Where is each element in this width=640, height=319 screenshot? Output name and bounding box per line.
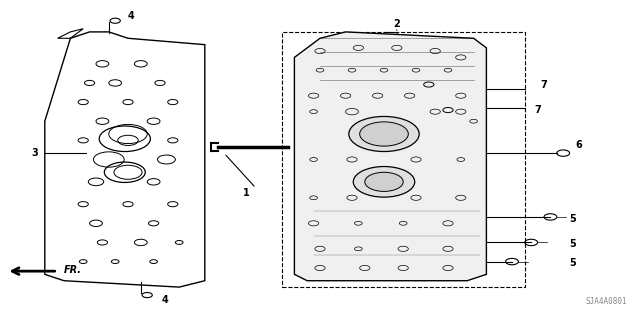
Text: 1: 1 xyxy=(243,188,250,198)
Text: 7: 7 xyxy=(534,105,541,115)
Text: 3: 3 xyxy=(32,148,38,158)
Text: 6: 6 xyxy=(576,140,582,150)
Circle shape xyxy=(349,116,419,152)
Polygon shape xyxy=(294,32,486,281)
Text: 5: 5 xyxy=(570,239,576,249)
Text: 4: 4 xyxy=(162,295,168,305)
Text: 5: 5 xyxy=(570,213,576,224)
Text: 2: 2 xyxy=(394,19,400,29)
Text: SJA4A0801: SJA4A0801 xyxy=(586,297,627,306)
Text: 7: 7 xyxy=(541,79,548,90)
Circle shape xyxy=(360,122,408,146)
Circle shape xyxy=(353,167,415,197)
Text: FR.: FR. xyxy=(64,264,82,275)
Text: 5: 5 xyxy=(570,258,576,268)
Text: 4: 4 xyxy=(128,11,134,21)
Circle shape xyxy=(365,172,403,191)
